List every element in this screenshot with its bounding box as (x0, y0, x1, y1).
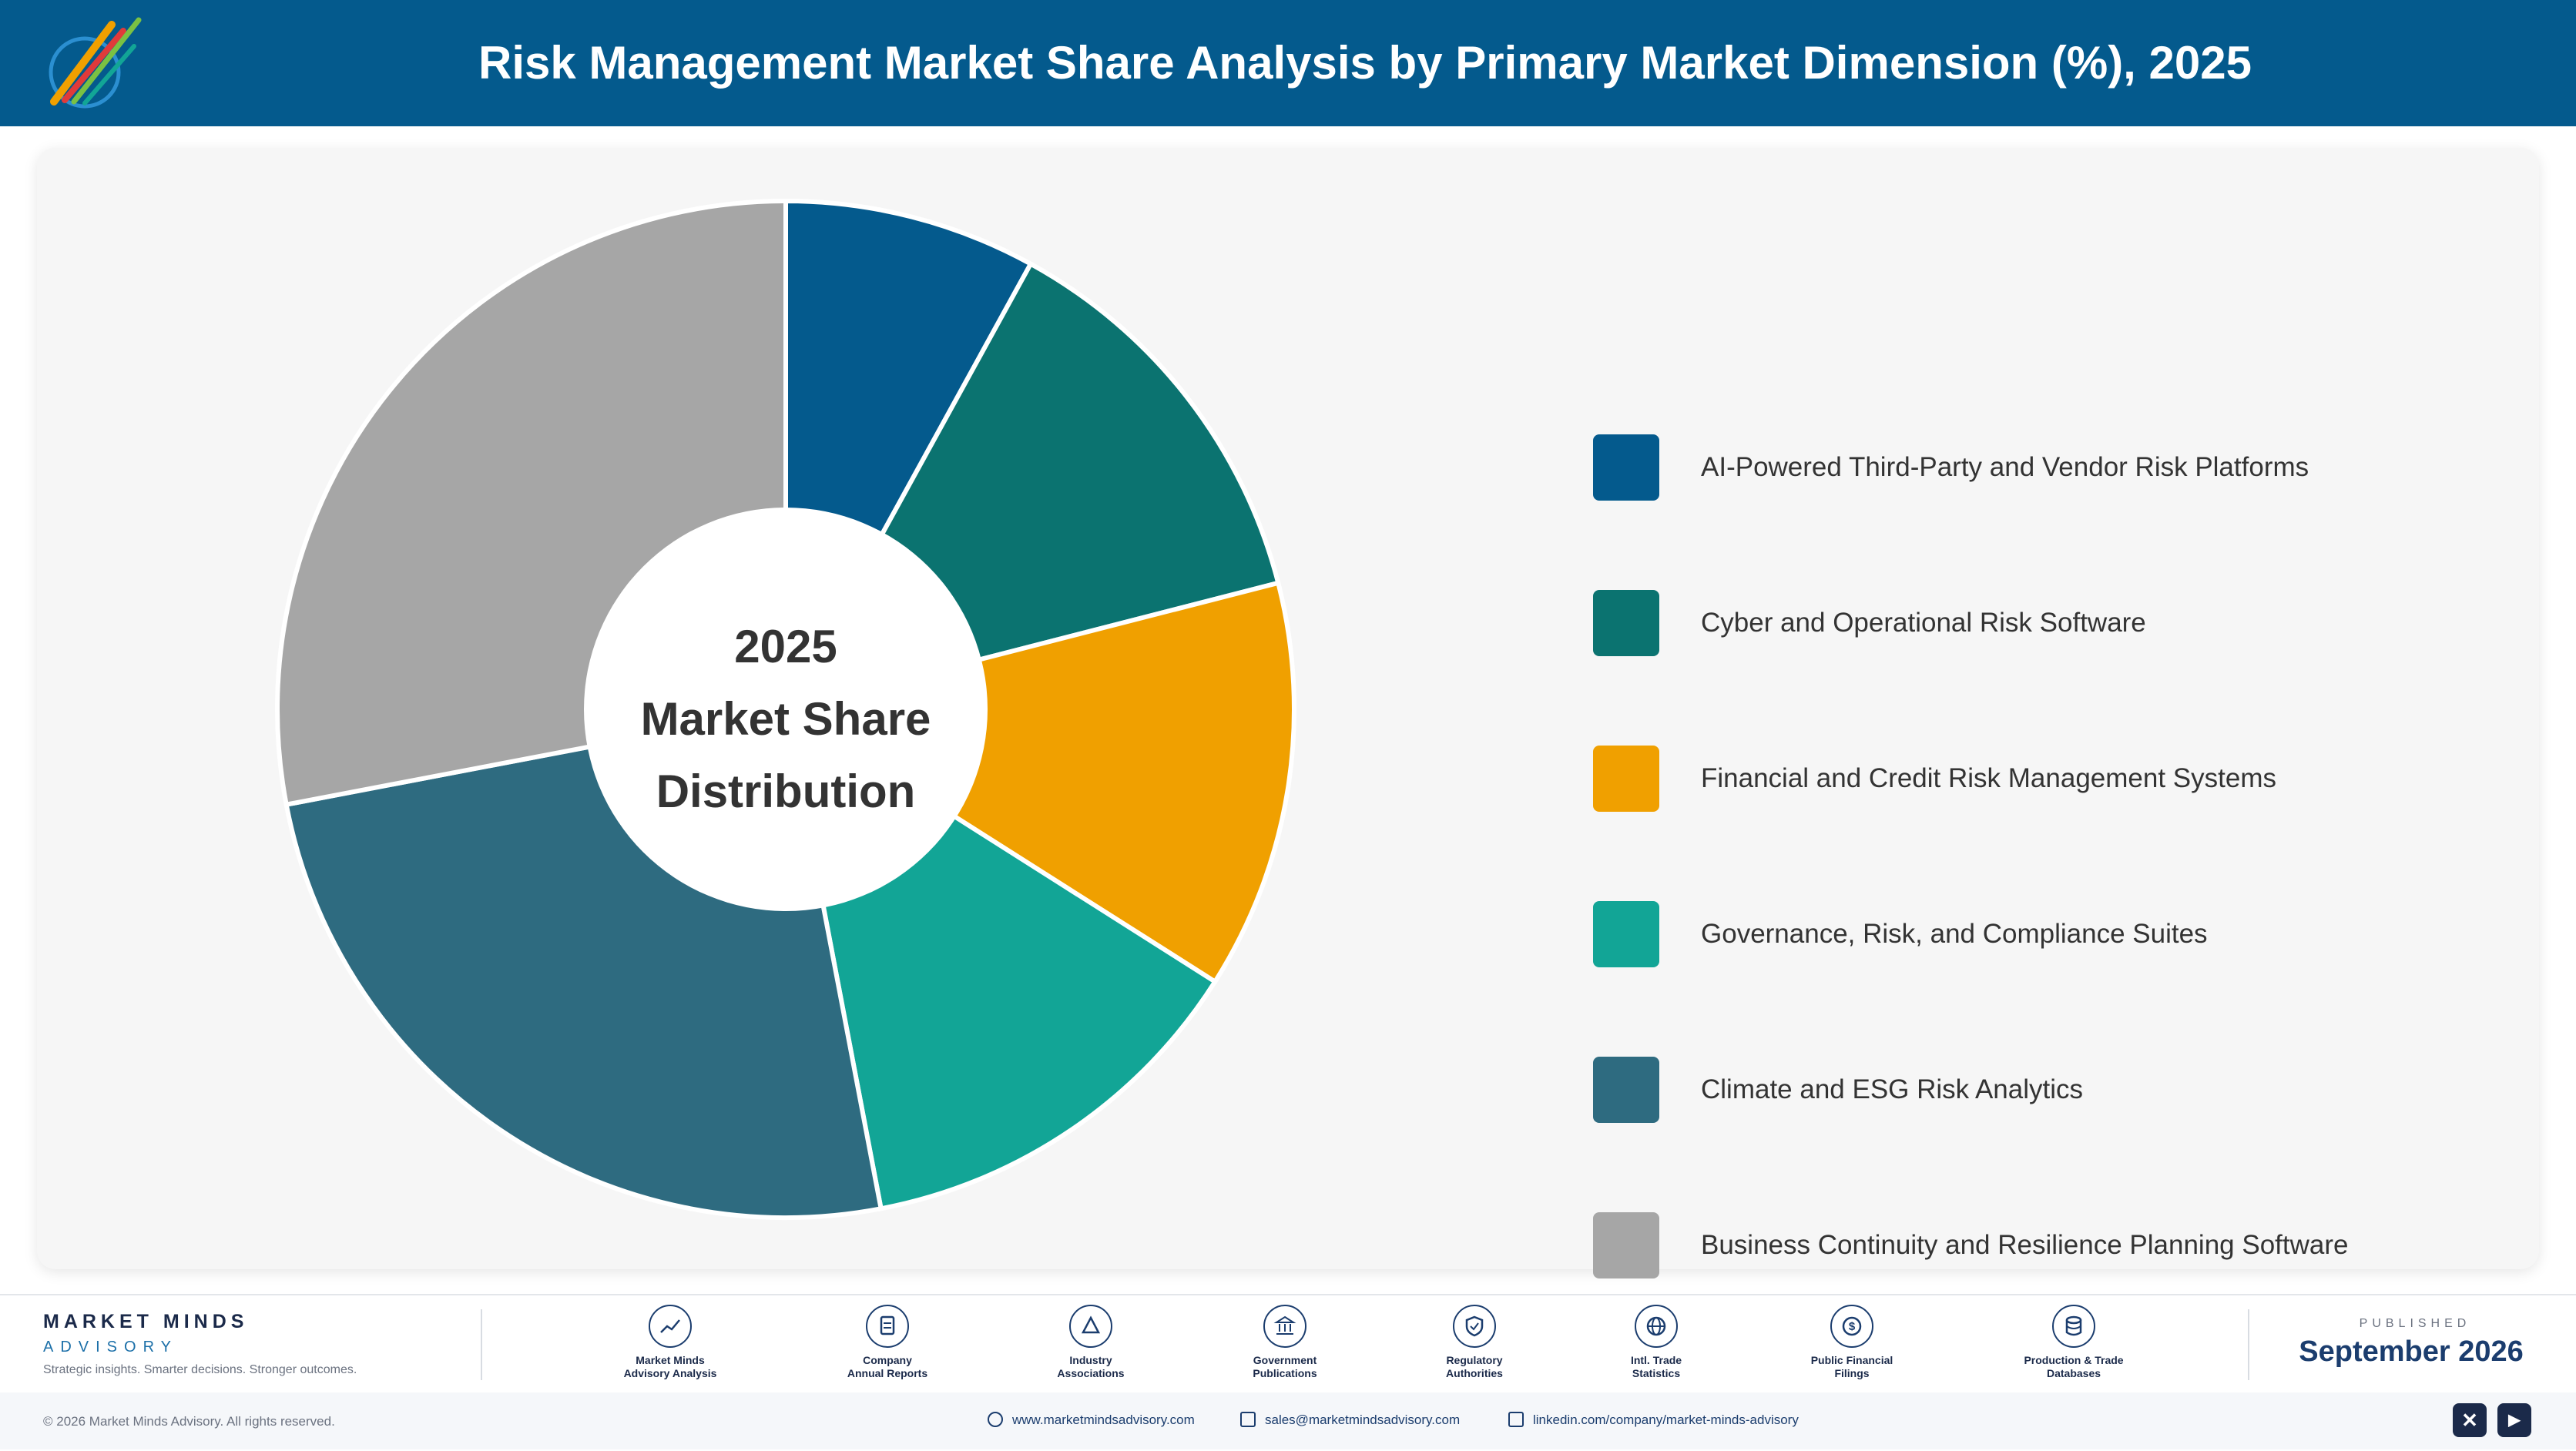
center-label-line3: Distribution (656, 766, 916, 817)
legend-label: Governance, Risk, and Compliance Suites (1701, 919, 2208, 949)
legend-item: Governance, Risk, and Compliance Suites (1593, 901, 2517, 967)
source-item[interactable]: Company Annual Reports (810, 1305, 964, 1380)
legend-label: Climate and ESG Risk Analytics (1701, 1074, 2084, 1104)
email-text: sales@marketmindsadvisory.com (1265, 1412, 1461, 1427)
brand-sub: ADVISORY (43, 1339, 178, 1355)
database-icon (2052, 1305, 2095, 1348)
email-link[interactable]: sales@marketmindsadvisory.com (1240, 1411, 1461, 1429)
legend-swatch (1593, 1212, 1659, 1278)
source-label-line1: Industry (1069, 1354, 1112, 1366)
footer: MARKET MINDS ADVISORY Strategic insights… (0, 1294, 2576, 1449)
brand-tagline: Strategic insights. Smarter decisions. S… (43, 1363, 357, 1376)
mail-icon (1240, 1411, 1256, 1427)
pie-center-hole (584, 508, 988, 911)
page-title: Risk Management Market Share Analysis by… (478, 37, 2252, 89)
source-item[interactable]: Market Minds Advisory Analysis (593, 1305, 747, 1380)
chart-panel: 2025 Market Share Distribution AI-Powere… (37, 148, 2539, 1278)
footer-sources-bar: MARKET MINDS ADVISORY Strategic insights… (0, 1295, 2576, 1392)
brand-name: MARKET MINDS (43, 1311, 249, 1332)
trend-chart-icon (649, 1305, 692, 1348)
globe-icon (1635, 1305, 1678, 1348)
youtube-icon[interactable]: ▶ (2497, 1403, 2531, 1437)
source-label-line1: Public Financial (1810, 1354, 1893, 1366)
legend-swatch (1593, 901, 1659, 967)
source-label-line2: Annual Reports (847, 1367, 928, 1379)
legend-item: AI-Powered Third-Party and Vendor Risk P… (1593, 434, 2517, 501)
published-label: PUBLISHED (2359, 1317, 2471, 1330)
legend-item: Climate and ESG Risk Analytics (1593, 1057, 2517, 1123)
source-item[interactable]: Government Publications (1208, 1305, 1362, 1380)
svg-text:$: $ (1849, 1320, 1856, 1333)
source-label-line2: Publications (1253, 1367, 1317, 1379)
source-item[interactable]: Regulatory Authorities (1397, 1305, 1551, 1380)
network-icon (1069, 1305, 1112, 1348)
source-label-line1: Regulatory (1446, 1354, 1503, 1366)
linkedin-text: linkedin.com/company/market-minds-adviso… (1533, 1412, 1799, 1427)
linkedin-icon (1508, 1411, 1524, 1427)
source-label-line1: Production & Trade (2024, 1354, 2124, 1366)
source-label-line2: Databases (2046, 1367, 2101, 1379)
divider (481, 1309, 482, 1380)
legend-swatch (1593, 590, 1659, 656)
source-item[interactable]: Production & Trade Databases (1997, 1305, 2151, 1380)
legend-label: AI-Powered Third-Party and Vendor Risk P… (1701, 452, 2309, 482)
legend-item: Financial and Credit Risk Management Sys… (1593, 746, 2517, 812)
x-twitter-icon[interactable]: ✕ (2453, 1403, 2487, 1437)
website-link[interactable]: www.marketmindsadvisory.com (988, 1411, 1195, 1429)
legend-swatch (1593, 746, 1659, 812)
website-text: www.marketmindsadvisory.com (1012, 1412, 1195, 1427)
pie-chart: 2025 Market Share Distribution (275, 198, 1296, 1220)
legend-swatch (1593, 1057, 1659, 1123)
dollar-coin-icon: $ (1830, 1305, 1873, 1348)
legend-item: Cyber and Operational Risk Software (1593, 590, 2517, 656)
divider (2248, 1309, 2249, 1380)
source-label-line2: Advisory Analysis (623, 1367, 717, 1379)
copyright-text: © 2026 Market Minds Advisory. All rights… (43, 1414, 335, 1429)
published-date: September 2026 (2299, 1335, 2524, 1368)
shield-check-icon (1453, 1305, 1496, 1348)
source-label-line1: Government (1253, 1354, 1317, 1366)
source-label-line2: Statistics (1632, 1367, 1681, 1379)
linkedin-link[interactable]: linkedin.com/company/market-minds-adviso… (1508, 1411, 1799, 1429)
footer-contact-bar: © 2026 Market Minds Advisory. All rights… (0, 1392, 2576, 1451)
source-item[interactable]: Intl. Trade Statistics (1579, 1305, 1733, 1380)
source-item[interactable]: $ Public Financial Filings (1775, 1305, 1929, 1380)
source-item[interactable]: Industry Associations (1014, 1305, 1168, 1380)
legend-swatch (1593, 434, 1659, 501)
government-building-icon (1263, 1305, 1306, 1348)
source-label-line2: Filings (1834, 1367, 1870, 1379)
center-label-line2: Market Share (641, 693, 931, 745)
company-logo-icon[interactable] (39, 9, 146, 117)
document-icon (866, 1305, 909, 1348)
legend-label: Business Continuity and Resilience Plann… (1701, 1230, 2349, 1260)
legend-label: Financial and Credit Risk Management Sys… (1701, 763, 2276, 793)
legend-item: Business Continuity and Resilience Plann… (1593, 1212, 2517, 1278)
globe-icon (988, 1411, 1003, 1427)
source-label-line1: Market Minds (636, 1354, 705, 1366)
center-label-year: 2025 (734, 621, 837, 672)
source-label-line1: Intl. Trade (1630, 1354, 1682, 1366)
header-bar: Risk Management Market Share Analysis by… (0, 0, 2576, 126)
source-label-line2: Associations (1057, 1367, 1125, 1379)
source-label-line2: Authorities (1446, 1367, 1503, 1379)
legend-label: Cyber and Operational Risk Software (1701, 608, 2146, 638)
source-label-line1: Company (863, 1354, 912, 1366)
